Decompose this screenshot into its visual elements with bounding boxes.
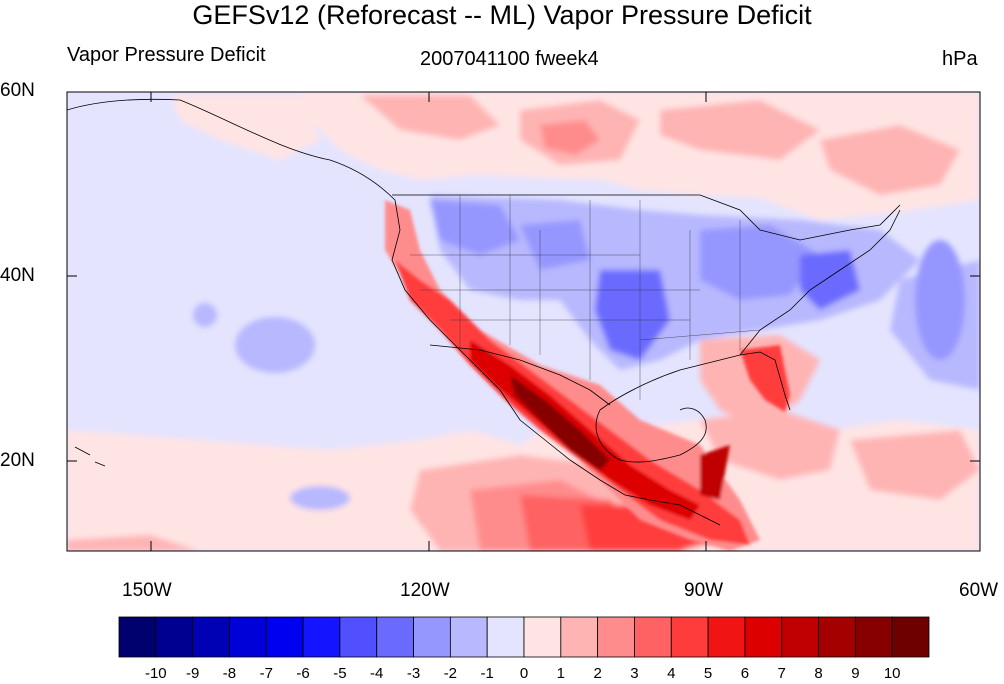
- gulf-coast: [595, 407, 707, 463]
- field-layer: [67, 92, 980, 551]
- colorbar-swatch: [634, 616, 672, 658]
- cool-region: [520, 220, 590, 270]
- cool-blob: [193, 303, 217, 327]
- colorbar-tick-label: 9: [851, 665, 860, 682]
- warm-patch: [820, 125, 960, 195]
- colorbar-tick-label: 8: [814, 665, 823, 682]
- colorbar-swatch: [339, 616, 378, 658]
- colorbar-swatch: [523, 616, 562, 658]
- cool-blob: [915, 240, 965, 360]
- coastlines: [67, 98, 901, 526]
- colorbar-swatch: [891, 616, 930, 658]
- colorbar-tick-label: 2: [593, 665, 602, 682]
- colorbar-swatch: [265, 616, 304, 658]
- colorbar-swatch: [486, 616, 525, 658]
- florida-hot: [740, 345, 790, 412]
- colorbar-swatch: [781, 616, 819, 658]
- cool-blob: [235, 317, 315, 373]
- colorbar-tick-label: -2: [443, 665, 458, 682]
- colorbar-tick-label: 7: [777, 665, 786, 682]
- colorbar-tick-label: 10: [883, 665, 901, 682]
- lon-label-150w: 150W: [122, 580, 172, 601]
- hot-region: [385, 200, 760, 551]
- colorbar-tick-label: 5: [703, 665, 713, 682]
- west-coastline: [67, 98, 721, 526]
- colorbar-tick-label: -6: [296, 665, 310, 682]
- very-hot-region: [470, 340, 700, 520]
- colorbar-tick-label: 3: [630, 665, 639, 682]
- colorbar-swatch: [118, 616, 157, 658]
- colorbar-swatch: [597, 616, 635, 658]
- colorbar-tick-label: -9: [185, 665, 200, 682]
- us-mexico-border: [429, 344, 611, 406]
- colorbar-swatch: [707, 616, 746, 658]
- us-canada-border: [392, 194, 901, 241]
- lon-label-60w: 60W: [959, 580, 999, 601]
- colorbar-tick-label: -4: [370, 665, 384, 682]
- colorbar-swatch: [376, 616, 414, 658]
- colorbar-swatch: [744, 616, 783, 658]
- colorbar-swatch: [302, 616, 341, 658]
- very-hot-region: [700, 445, 730, 500]
- colorbar-tick-label: 0: [519, 665, 529, 682]
- colorbar-tick-label: 6: [740, 665, 750, 682]
- colorbar-tick-label: 1: [556, 665, 565, 682]
- colorbar-swatch: [818, 616, 856, 658]
- colorbar-tick-label: -7: [259, 665, 273, 682]
- map-title: GEFSv12 (Reforecast -- ML) Vapor Pressur…: [192, 0, 812, 30]
- warm-patch: [67, 535, 200, 551]
- colorbar-swatch: [854, 616, 893, 658]
- colorbar-swatch: [449, 616, 488, 658]
- lat-label-20n: 20N: [0, 450, 35, 471]
- warm-patch: [360, 95, 500, 140]
- cold-region: [800, 250, 860, 310]
- units-label: hPa: [942, 48, 978, 70]
- cold-region: [595, 270, 670, 360]
- warm-patch: [540, 120, 600, 155]
- colorbar-swatch: [560, 616, 599, 658]
- colorbar-tick-label: -3: [406, 665, 421, 682]
- warm-patch: [850, 430, 980, 500]
- state-borders: [410, 195, 761, 400]
- lon-label-120w: 120W: [400, 580, 450, 601]
- lon-label-90w: 90W: [684, 580, 724, 601]
- colorbar-tick-label: -5: [333, 665, 347, 682]
- warm-patch: [660, 100, 820, 160]
- warm-patch: [700, 410, 840, 480]
- lat-label-40n: 40N: [0, 265, 35, 286]
- lat-label-60n: 60N: [0, 80, 35, 101]
- colorbar-tick-label: -8: [222, 665, 237, 682]
- axis-ticks: [67, 91, 981, 551]
- colorbar-swatch: [155, 616, 194, 658]
- cool-region: [430, 200, 520, 255]
- hawaii-islands: [74, 446, 106, 467]
- cool-region: [700, 225, 820, 300]
- forecast-date: 2007041100 fweek4: [420, 48, 599, 70]
- colorbar-swatch: [229, 616, 267, 658]
- colorbar-tick-label: -10: [144, 665, 167, 682]
- colorbar-swatch: [192, 616, 230, 658]
- colorbar-swatch: [670, 616, 709, 658]
- colorbar-tick-label: -1: [480, 665, 494, 682]
- extreme-region: [510, 375, 610, 470]
- hot-region: [395, 260, 750, 545]
- map-frame: [66, 91, 981, 552]
- variable-name: Vapor Pressure Deficit: [67, 44, 266, 66]
- warm-patch: [170, 95, 320, 160]
- cool-blob: [290, 486, 350, 510]
- colorbar-tick-label: 4: [667, 665, 676, 682]
- colorbar-swatch: [413, 616, 451, 658]
- gulf-east-coastline: [599, 209, 901, 411]
